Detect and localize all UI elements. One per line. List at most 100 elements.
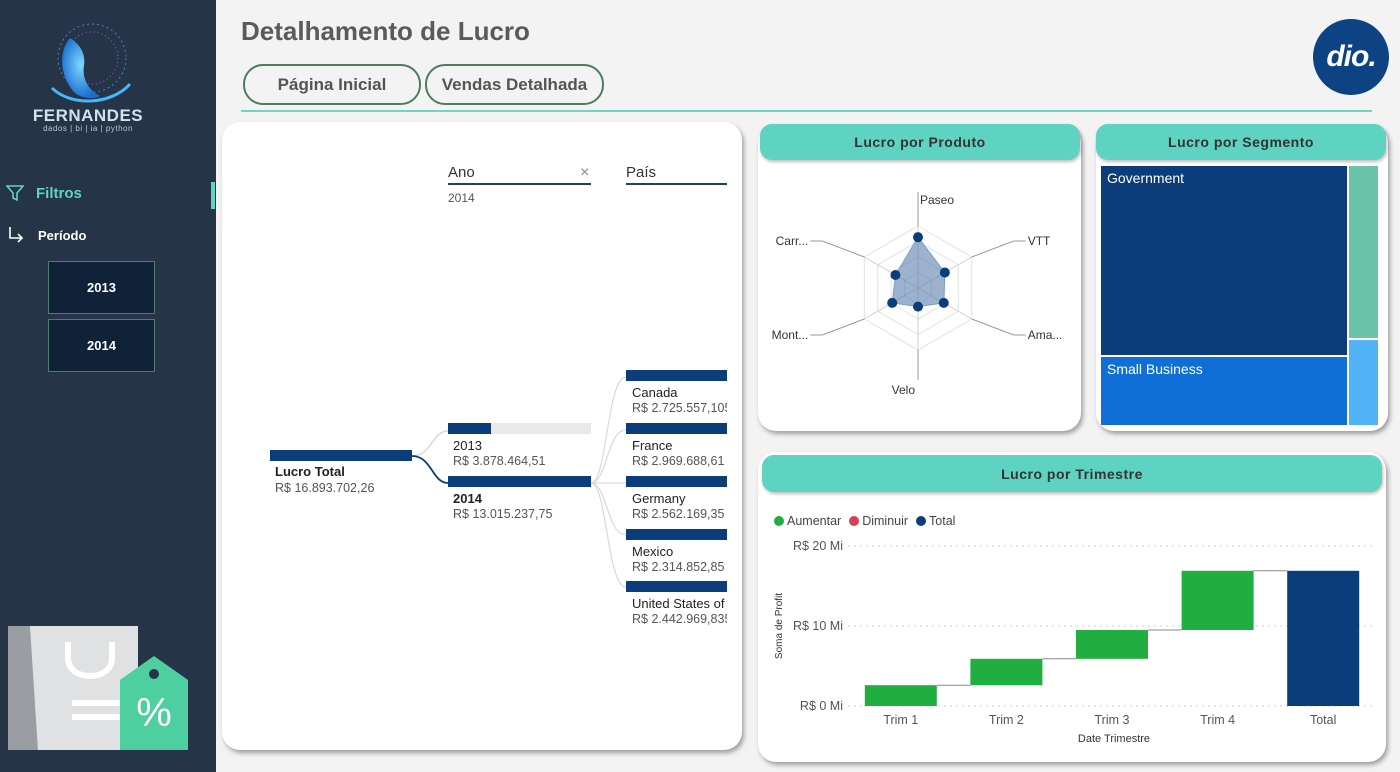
sidebar: FERNANDES dados | bi | ia | python Filtr…: [0, 0, 216, 772]
x-tick-label: Total: [1310, 713, 1336, 727]
radar-axis-label: Carr...: [776, 234, 809, 248]
treemap-label: Small Business: [1107, 361, 1203, 377]
tree-connectors: [411, 376, 627, 588]
year-2013-bar-track: [448, 423, 591, 434]
radar-axis-label: Mont...: [772, 328, 809, 342]
year-column-header: Ano: [448, 164, 475, 181]
nav-home-button[interactable]: Página Inicial: [243, 64, 421, 105]
period-label: Período: [38, 227, 87, 243]
filters-header[interactable]: Filtros: [6, 184, 82, 202]
shopping-bag-discount-icon: %: [8, 626, 188, 750]
country-label: United States of: [632, 596, 725, 611]
country-bar[interactable]: [626, 423, 727, 434]
radar-axis-label: Paseo: [920, 193, 954, 207]
country-bar[interactable]: [626, 529, 727, 540]
x-tick-label: Trim 3: [1095, 713, 1130, 727]
y-tick-label: R$ 10 Mi: [793, 619, 843, 633]
product-radar-card: Paseo VTT Ama... Velo Mont... Carr...: [758, 124, 1081, 431]
root-value: R$ 16.893.702,26: [275, 481, 375, 495]
legend-dot: [849, 516, 860, 526]
treemap-cell-government[interactable]: Government: [1101, 166, 1347, 355]
radar-chart: Paseo VTT Ama... Velo Mont... Carr...: [772, 192, 1063, 397]
waterfall-bar: [970, 658, 1043, 686]
y-tick-label: R$ 0 Mi: [800, 699, 843, 713]
root-label: Lucro Total: [275, 464, 345, 479]
treemap-cell[interactable]: [1349, 340, 1378, 425]
country-label: Canada: [632, 385, 678, 400]
year-filter-value: 2014: [448, 191, 475, 205]
dio-logo: dio.: [1313, 19, 1389, 95]
waterfall-bar: [864, 685, 937, 706]
treemap-cell-small-business[interactable]: Small Business: [1101, 357, 1347, 425]
radar-point: [913, 301, 923, 312]
year-2014-button[interactable]: 2014: [48, 319, 155, 372]
radar-callout: [822, 318, 865, 336]
waterfall-bar: [1287, 570, 1360, 706]
country-label: Germany: [632, 491, 686, 506]
quarter-waterfall-card: Aumentar Diminuir Total R$ 20 Mi R$ 10 Mi…: [758, 452, 1386, 762]
x-tick-label: Trim 1: [883, 713, 918, 727]
year-header-underline: [448, 183, 591, 185]
radar-callout: [971, 318, 1014, 336]
page-title: Detalhamento de Lucro: [241, 16, 530, 46]
radar-point: [887, 297, 898, 308]
decomposition-tree-card[interactable]: Ano × 2014 País Lucro Total R$ 16.893.70…: [222, 122, 742, 750]
country-value: R$ 2.725.557,105: [632, 401, 727, 415]
radar-area: [891, 236, 946, 308]
country-value: R$ 2.442.969,835: [632, 612, 727, 626]
x-tick-label: Trim 2: [989, 713, 1024, 727]
radar-callout: [822, 240, 865, 258]
active-indicator: [211, 182, 215, 209]
radar-point: [890, 269, 901, 280]
waterfall-chart: R$ 20 Mi R$ 10 Mi R$ 0 Mi Soma de Profit Dat…: [774, 539, 1376, 745]
country-label: France: [632, 438, 673, 453]
country-bar[interactable]: [626, 581, 727, 592]
chart-legend: Aumentar Diminuir Total: [774, 514, 955, 528]
period-header: Período: [8, 226, 86, 244]
segment-treemap-card: Government Small Business: [1096, 124, 1388, 431]
brand-name: FERNANDES: [32, 106, 144, 125]
country-bar[interactable]: [626, 370, 727, 381]
radar-axis-label: Velo: [892, 383, 916, 397]
radar-point: [913, 232, 923, 243]
brand-tagline: dados | bi | ia | python: [43, 124, 133, 133]
segment-title: Lucro por Segmento: [1096, 124, 1386, 160]
nav-sales-detail-button[interactable]: Vendas Detalhada: [425, 64, 604, 105]
svg-text:%: %: [136, 691, 172, 735]
year-2014-bar[interactable]: [448, 476, 591, 487]
country-list: Canada R$ 2.725.557,105 France R$ 2.969.…: [626, 370, 727, 630]
country-bar[interactable]: [626, 476, 727, 487]
x-tick-label: Trim 4: [1200, 713, 1235, 727]
legend-item[interactable]: Total: [916, 514, 955, 528]
waterfall-bar: [1076, 630, 1148, 659]
year-2013-button[interactable]: 2013: [48, 261, 155, 314]
country-header-underline: [626, 183, 727, 185]
root-bar[interactable]: [270, 450, 412, 461]
quarter-title: Lucro por Trimestre: [762, 455, 1382, 492]
radar-title: Lucro por Produto: [760, 124, 1080, 160]
year-2014-value: R$ 13.015.237,75: [453, 507, 553, 521]
header-divider: [241, 110, 1372, 112]
country-value: R$ 2.314.852,85: [632, 560, 725, 574]
y-axis-label: Soma de Profit: [774, 593, 785, 659]
year-2013-label: 2013: [453, 438, 482, 453]
legend-item[interactable]: Aumentar: [774, 514, 841, 528]
year-2014-label: 2014: [453, 491, 482, 506]
radar-point: [939, 267, 950, 278]
legend-dot: [774, 516, 784, 526]
x-axis-label: Date Trimestre: [1078, 733, 1150, 745]
legend-label: Aumentar: [787, 514, 842, 528]
treemap-cell[interactable]: [1349, 166, 1378, 338]
legend-item[interactable]: Diminuir: [849, 514, 908, 528]
country-value: R$ 2.562.169,35: [632, 507, 725, 521]
legend-label: Diminuir: [862, 514, 909, 528]
radar-axis-label: VTT: [1028, 234, 1051, 248]
country-column-header: País: [626, 164, 657, 181]
legend-label: Total: [929, 514, 956, 528]
radar-axis-label: Ama...: [1028, 328, 1063, 342]
country-label: Mexico: [632, 544, 674, 559]
filters-label: Filtros: [36, 184, 82, 202]
year-2013-bar[interactable]: [448, 423, 491, 434]
close-icon[interactable]: ×: [580, 164, 590, 181]
radar-point: [938, 297, 949, 308]
